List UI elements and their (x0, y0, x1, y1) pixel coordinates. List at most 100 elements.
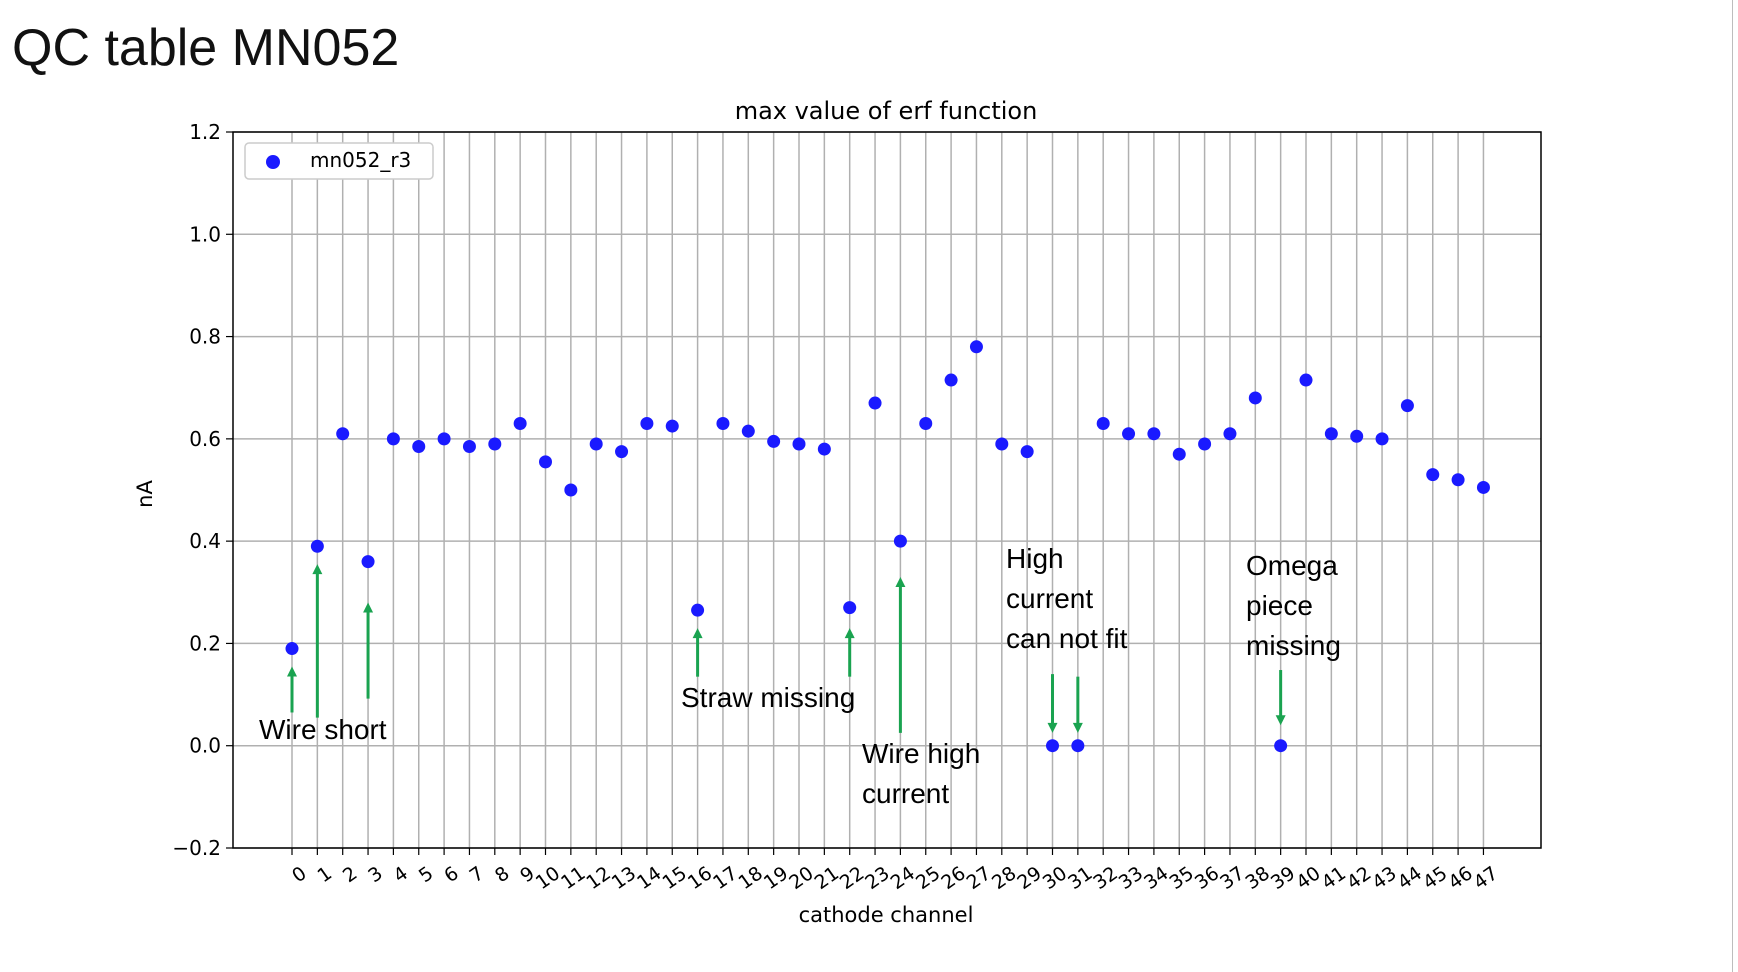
slide-border (1732, 0, 1733, 972)
data-point (615, 445, 629, 459)
data-point (843, 601, 857, 615)
data-point (564, 483, 578, 497)
data-point (640, 417, 654, 431)
data-point (969, 340, 983, 354)
data-point (741, 424, 755, 438)
annotation-arrow-head (1072, 722, 1083, 733)
data-point (336, 427, 350, 441)
annotation-arrow-head (844, 628, 855, 639)
data-point (462, 440, 476, 454)
annotation-line: Wire short (259, 714, 387, 745)
y-tick-label: −0.2 (172, 836, 221, 860)
annotation-arrow-head (1047, 722, 1058, 733)
data-point (1223, 427, 1237, 441)
data-point (691, 603, 705, 617)
data-point (1122, 427, 1136, 441)
data-point (1020, 445, 1034, 459)
annotation-wire-high-current: Wire high current (862, 734, 980, 814)
slide-title: QC table MN052 (12, 19, 400, 77)
data-point (386, 432, 400, 446)
legend-label: mn052_r3 (310, 148, 411, 172)
annotation-omega-piece-missing: Omega piece missing (1246, 546, 1341, 666)
data-point (1451, 473, 1465, 487)
x-tick-label: 0 (288, 862, 311, 887)
y-tick-label: 0.8 (189, 325, 221, 349)
data-point (1400, 399, 1414, 413)
data-point (1172, 447, 1186, 461)
data-point (1375, 432, 1389, 446)
data-point (792, 437, 806, 451)
data-point (1476, 480, 1490, 494)
annotation-line: piece (1246, 590, 1313, 621)
data-point (310, 539, 324, 553)
annotation-straw-missing: Straw missing (681, 678, 855, 718)
annotation-arrow-head (363, 602, 374, 613)
data-point (1096, 417, 1110, 431)
data-point (285, 642, 299, 656)
data-point (1426, 468, 1440, 482)
y-tick-label: 0.4 (189, 529, 221, 553)
x-tick-label: 3 (364, 862, 387, 887)
x-tick-label: 5 (415, 862, 438, 887)
data-point (1248, 391, 1262, 405)
annotation-line: High (1006, 543, 1064, 574)
data-point (1274, 739, 1288, 753)
data-point (1350, 429, 1364, 443)
legend-marker (266, 155, 280, 169)
annotation-line: Straw missing (681, 682, 856, 713)
data-point (716, 417, 730, 431)
annotation-line: can not fit (1006, 623, 1128, 654)
data-points (285, 340, 1490, 753)
chart-title: max value of erf function (735, 97, 1038, 125)
y-tick-label: 1.0 (189, 222, 221, 246)
data-point (412, 440, 426, 454)
data-point (488, 437, 502, 451)
annotation-arrow-head (287, 666, 297, 677)
data-point (995, 437, 1009, 451)
x-tick-label: 6 (440, 862, 463, 887)
y-tick-label: 0.2 (189, 631, 221, 655)
data-point (868, 396, 882, 410)
data-point (767, 434, 781, 448)
annotation-line: current (862, 778, 950, 809)
y-axis-label: nA (133, 480, 157, 508)
data-point (513, 417, 527, 431)
plot-frame (232, 131, 1542, 849)
y-tick-label: 1.2 (189, 120, 221, 144)
x-tick-label: 4 (390, 862, 413, 887)
annotation-high-current: High current can not fit (1006, 539, 1127, 659)
data-point (539, 455, 552, 469)
y-tick-label: 0.0 (189, 734, 221, 758)
x-axis-label: cathode channel (799, 903, 974, 927)
data-point (1046, 739, 1059, 753)
data-point (817, 442, 831, 456)
x-axis-ticks: 0 1 2 3 4 5 6 7 8 9101112131415161718192021222324… (288, 848, 1502, 894)
annotation-arrow-head (895, 576, 906, 587)
annotation-wire-short: Wire short (259, 710, 387, 750)
annotation-arrows (287, 564, 1286, 733)
data-point (893, 534, 907, 548)
data-point (437, 432, 451, 446)
annotation-line: Wire high (862, 738, 981, 769)
data-point (1071, 739, 1085, 753)
legend: mn052_r3 (244, 142, 434, 180)
data-point (1147, 427, 1161, 441)
data-point (919, 417, 933, 431)
x-tick-label: 47 (1470, 862, 1502, 894)
data-point (1198, 437, 1212, 451)
data-point (1324, 427, 1338, 441)
data-point (361, 555, 375, 569)
annotation-arrow-head (1275, 715, 1286, 726)
x-tick-label: 1 (313, 862, 336, 887)
annotation-line: Omega (1246, 550, 1338, 581)
annotation-arrow-head (312, 564, 323, 575)
data-point (944, 373, 958, 387)
annotation-arrow-head (692, 628, 703, 639)
x-tick-label: 7 (466, 862, 489, 887)
annotation-line: current (1006, 583, 1094, 614)
annotation-line: missing (1246, 630, 1341, 661)
data-point (665, 419, 679, 433)
data-point (589, 437, 603, 451)
y-axis-ticks: −0.2 0.0 0.2 0.4 0.6 0.8 1.0 1.2 (172, 120, 233, 860)
